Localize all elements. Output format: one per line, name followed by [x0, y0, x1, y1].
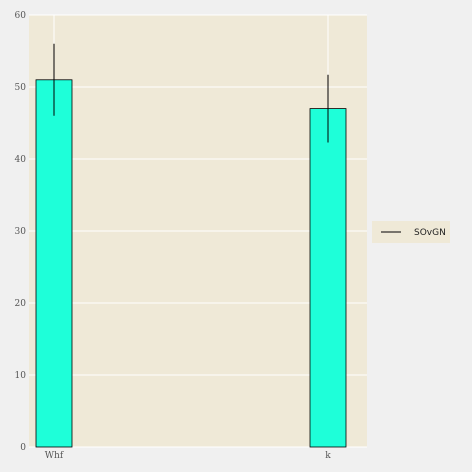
legend-box: [372, 221, 450, 243]
legend-label: SOvGN: [414, 228, 446, 238]
bar: [309, 108, 347, 448]
y-axis-ticks: 0 10 20 30 40 50 60: [15, 11, 27, 453]
bars: [35, 79, 347, 448]
y-tick-label: 20: [15, 299, 27, 309]
x-tick-label: k: [325, 451, 331, 461]
bar: [35, 79, 73, 448]
y-tick-label: 10: [15, 371, 27, 381]
y-tick-label: 50: [15, 83, 27, 93]
y-tick-label: 0: [20, 443, 26, 453]
y-tick-label: 30: [15, 227, 27, 237]
legend: SOvGN: [372, 221, 450, 243]
x-axis-ticks: Whf k: [45, 451, 331, 461]
error-bars: [53, 43, 329, 143]
y-tick-label: 60: [15, 11, 27, 21]
y-tick-label: 40: [15, 155, 27, 165]
x-tick-label: Whf: [45, 451, 64, 461]
